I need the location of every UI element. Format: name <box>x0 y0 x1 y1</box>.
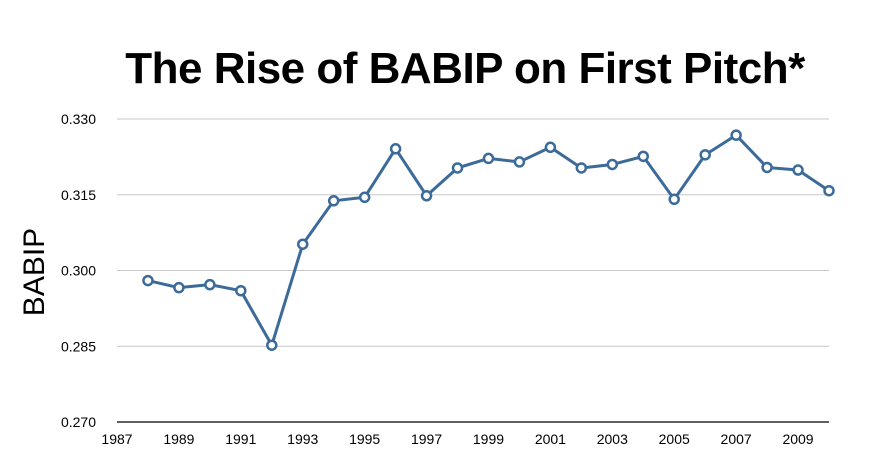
data-point <box>792 164 804 176</box>
x-tick-label: 1991 <box>225 431 256 447</box>
series-layer <box>142 129 835 351</box>
x-tick-label: 1993 <box>287 431 318 447</box>
gridlines <box>117 118 829 347</box>
x-tick-label: 1999 <box>473 431 504 447</box>
data-point <box>204 278 216 291</box>
data-point <box>451 162 464 174</box>
data-point <box>327 195 340 207</box>
y-tick-label: 0.330 <box>61 111 96 127</box>
x-tick-label: 2003 <box>597 431 628 447</box>
data-point <box>420 190 433 202</box>
x-tick-labels: 1987 1989 1991 1993 1995 1997 1999 2001 2003 2005… <box>101 431 813 447</box>
x-tick-label: 2001 <box>535 431 566 447</box>
data-point <box>482 152 495 165</box>
data-point <box>606 158 619 171</box>
data-point <box>235 284 247 297</box>
data-point <box>173 281 185 294</box>
data-point <box>668 193 680 206</box>
x-tick-label: 1997 <box>411 431 442 447</box>
y-tick-labels: 0.270 0.285 0.300 0.315 0.330 <box>61 111 96 430</box>
data-point <box>513 156 526 168</box>
y-tick-label: 0.315 <box>61 187 96 203</box>
x-tick-label: 2005 <box>659 431 690 447</box>
data-point <box>637 150 650 163</box>
data-point <box>389 143 402 155</box>
y-tick-label: 0.270 <box>61 414 96 430</box>
data-point <box>296 238 309 250</box>
y-axis-label: BABIP <box>18 228 51 316</box>
x-tick-label: 1987 <box>101 431 132 447</box>
y-tick-label: 0.285 <box>61 338 96 354</box>
x-tick-label: 1995 <box>349 431 380 447</box>
data-point <box>544 141 557 154</box>
data-point <box>575 162 588 174</box>
chart-title: The Rise of BABIP on First Pitch* <box>125 44 805 93</box>
data-point <box>266 339 278 351</box>
series-line <box>147 133 830 347</box>
data-point <box>730 129 742 141</box>
data-point <box>142 274 154 287</box>
data-point <box>358 191 371 204</box>
x-tick-label: 1989 <box>163 431 194 447</box>
x-tick-label: 2009 <box>782 431 813 447</box>
data-point <box>823 184 835 197</box>
data-point <box>761 161 773 174</box>
data-point <box>699 149 711 161</box>
y-tick-label: 0.300 <box>61 263 96 279</box>
x-tick-label: 2007 <box>721 431 752 447</box>
